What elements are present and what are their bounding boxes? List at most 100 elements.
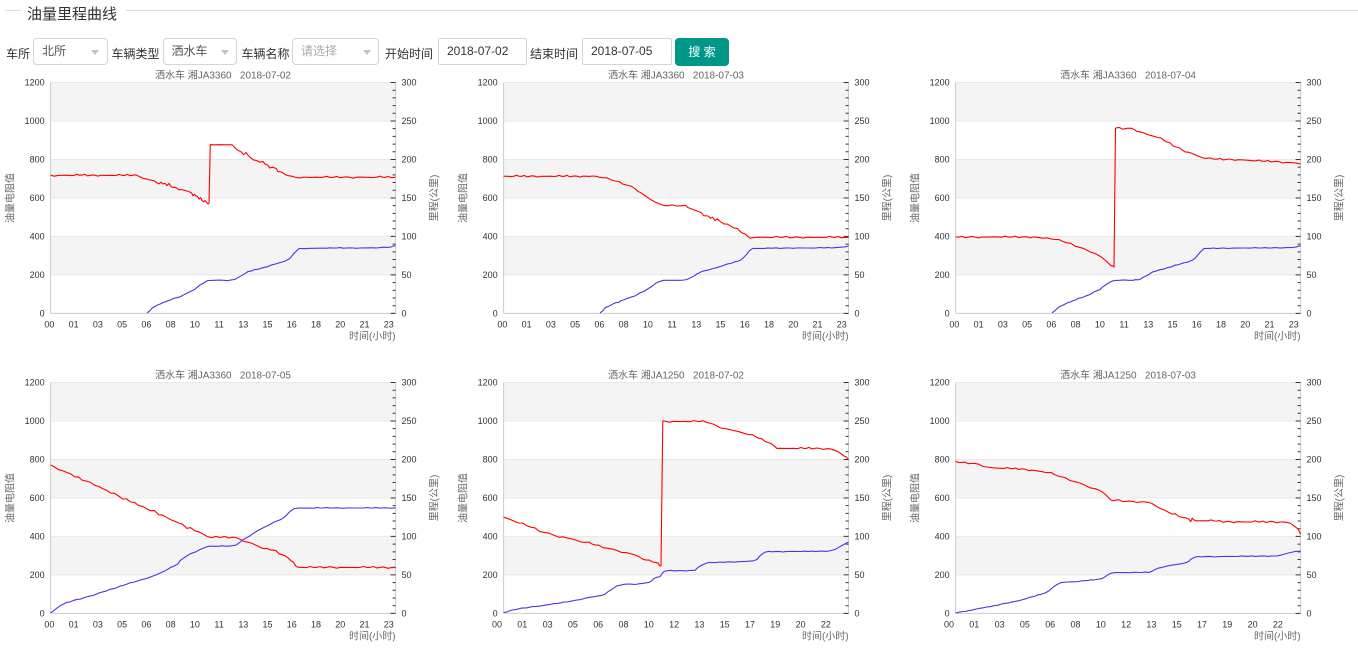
svg-text:03: 03 (998, 319, 1008, 329)
svg-text:油量电阻值: 油量电阻值 (909, 473, 922, 523)
svg-text:05: 05 (117, 619, 127, 629)
svg-text:0: 0 (854, 609, 859, 619)
svg-text:洒水车 湘JA3360 2018-07-04: 洒水车 湘JA3360 2018-07-04 (1060, 69, 1196, 82)
svg-text:洒水车 湘JA3360 2018-07-03: 洒水车 湘JA3360 2018-07-03 (608, 69, 744, 82)
svg-text:800: 800 (935, 455, 950, 465)
svg-text:600: 600 (30, 193, 45, 203)
svg-text:时间(小时): 时间(小时) (802, 629, 849, 642)
svg-text:里程(公里): 里程(公里) (1334, 175, 1346, 222)
svg-text:01: 01 (970, 619, 980, 629)
svg-text:600: 600 (935, 493, 950, 503)
svg-text:800: 800 (482, 455, 497, 465)
svg-text:00: 00 (497, 319, 507, 329)
svg-text:1200: 1200 (477, 78, 497, 88)
svg-text:400: 400 (935, 532, 950, 542)
svg-text:11: 11 (214, 619, 223, 629)
svg-text:100: 100 (1307, 232, 1322, 242)
svg-text:13: 13 (694, 619, 704, 629)
svg-text:10: 10 (642, 319, 652, 329)
svg-text:250: 250 (854, 416, 869, 426)
svg-text:1200: 1200 (25, 378, 45, 388)
svg-text:50: 50 (1307, 570, 1317, 580)
svg-text:21: 21 (360, 619, 370, 629)
svg-text:15: 15 (263, 319, 273, 329)
svg-text:200: 200 (854, 155, 869, 165)
svg-text:时间(小时): 时间(小时) (1254, 629, 1301, 642)
svg-text:20: 20 (1248, 619, 1258, 629)
svg-text:13: 13 (1147, 619, 1157, 629)
svg-text:油量电阻值: 油量电阻值 (4, 173, 17, 223)
svg-text:03: 03 (93, 619, 103, 629)
svg-text:400: 400 (935, 232, 950, 242)
svg-text:油量电阻值: 油量电阻值 (456, 473, 469, 523)
svg-text:01: 01 (521, 319, 531, 329)
svg-text:23: 23 (384, 619, 394, 629)
svg-text:50: 50 (401, 270, 411, 280)
svg-text:00: 00 (44, 319, 54, 329)
svg-text:150: 150 (854, 493, 869, 503)
svg-text:03: 03 (542, 619, 552, 629)
svg-text:08: 08 (1071, 619, 1081, 629)
svg-text:13: 13 (1144, 319, 1154, 329)
svg-text:01: 01 (69, 619, 79, 629)
svg-text:0: 0 (40, 609, 45, 619)
svg-text:300: 300 (1307, 78, 1322, 88)
svg-text:里程(公里): 里程(公里) (429, 175, 441, 222)
svg-text:200: 200 (935, 270, 950, 280)
svg-text:23: 23 (836, 319, 846, 329)
svg-text:600: 600 (935, 193, 950, 203)
svg-text:15: 15 (263, 619, 273, 629)
svg-text:13: 13 (691, 319, 701, 329)
svg-text:100: 100 (854, 532, 869, 542)
svg-text:16: 16 (1192, 319, 1202, 329)
svg-text:200: 200 (935, 570, 950, 580)
svg-text:400: 400 (482, 232, 497, 242)
svg-text:600: 600 (30, 493, 45, 503)
svg-text:08: 08 (618, 319, 628, 329)
svg-text:22: 22 (1273, 619, 1283, 629)
svg-text:05: 05 (117, 319, 127, 329)
svg-text:150: 150 (401, 493, 416, 503)
svg-text:21: 21 (1265, 319, 1275, 329)
svg-text:17: 17 (1197, 619, 1207, 629)
svg-text:0: 0 (401, 309, 406, 319)
svg-text:22: 22 (821, 619, 831, 629)
svg-text:1000: 1000 (930, 416, 950, 426)
svg-text:00: 00 (44, 619, 54, 629)
svg-text:05: 05 (568, 619, 578, 629)
svg-text:15: 15 (715, 319, 725, 329)
svg-text:250: 250 (1307, 416, 1322, 426)
svg-text:洒水车 湘JA3360 2018-07-05: 洒水车 湘JA3360 2018-07-05 (155, 369, 291, 382)
svg-text:06: 06 (141, 619, 151, 629)
svg-text:08: 08 (1071, 319, 1081, 329)
svg-text:10: 10 (1095, 319, 1105, 329)
svg-text:300: 300 (401, 78, 416, 88)
svg-text:06: 06 (141, 319, 151, 329)
svg-text:18: 18 (311, 319, 321, 329)
svg-text:08: 08 (166, 619, 176, 629)
svg-text:01: 01 (69, 319, 79, 329)
svg-text:400: 400 (30, 232, 45, 242)
svg-text:里程(公里): 里程(公里) (1334, 475, 1346, 522)
svg-text:12: 12 (1121, 619, 1131, 629)
svg-text:0: 0 (854, 309, 859, 319)
svg-text:油量电阻值: 油量电阻值 (4, 473, 17, 523)
svg-text:08: 08 (618, 619, 628, 629)
svg-text:0: 0 (945, 609, 950, 619)
svg-text:17: 17 (745, 619, 755, 629)
svg-text:300: 300 (1307, 378, 1322, 388)
svg-text:16: 16 (287, 619, 297, 629)
svg-text:300: 300 (854, 378, 869, 388)
svg-text:200: 200 (1307, 455, 1322, 465)
svg-text:200: 200 (30, 270, 45, 280)
svg-text:200: 200 (482, 270, 497, 280)
svg-text:250: 250 (401, 416, 416, 426)
svg-text:800: 800 (30, 155, 45, 165)
svg-text:11: 11 (1120, 319, 1129, 329)
svg-text:洒水车 湘JA1250 2018-07-02: 洒水车 湘JA1250 2018-07-02 (608, 369, 744, 382)
svg-text:18: 18 (764, 319, 774, 329)
svg-text:19: 19 (770, 619, 780, 629)
svg-text:150: 150 (1307, 193, 1322, 203)
svg-text:600: 600 (482, 493, 497, 503)
svg-text:800: 800 (30, 455, 45, 465)
